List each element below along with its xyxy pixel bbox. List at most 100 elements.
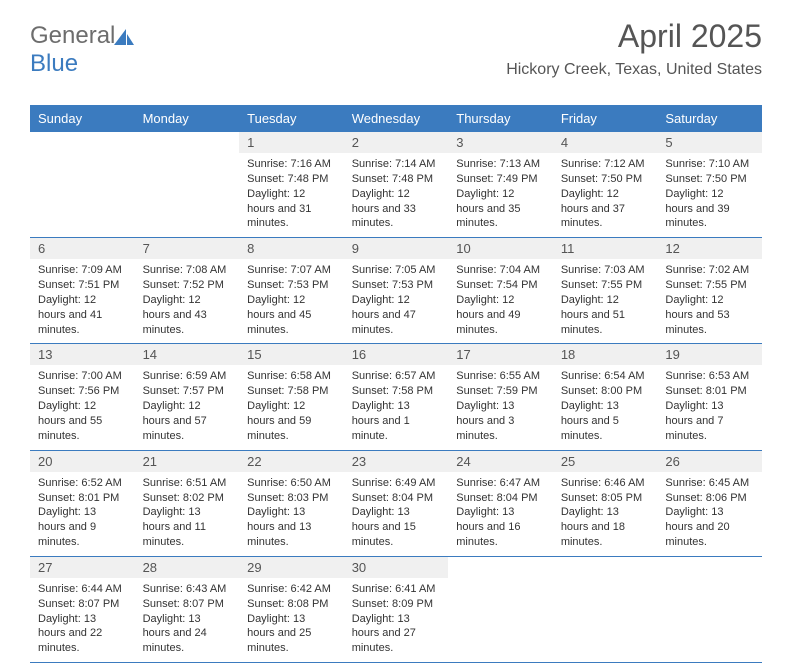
col-header: Friday bbox=[553, 105, 658, 132]
day-number: 21 bbox=[135, 451, 240, 472]
calendar-cell: 26Sunrise: 6:45 AMSunset: 8:06 PMDayligh… bbox=[657, 450, 762, 556]
calendar-cell: .. bbox=[657, 556, 762, 662]
calendar-cell: 1Sunrise: 7:16 AMSunset: 7:48 PMDaylight… bbox=[239, 132, 344, 238]
day-details: Sunrise: 6:42 AMSunset: 8:08 PMDaylight:… bbox=[239, 578, 344, 662]
day-number: 28 bbox=[135, 557, 240, 578]
calendar-cell: 25Sunrise: 6:46 AMSunset: 8:05 PMDayligh… bbox=[553, 450, 658, 556]
calendar-cell: 12Sunrise: 7:02 AMSunset: 7:55 PMDayligh… bbox=[657, 238, 762, 344]
day-number: 1 bbox=[239, 132, 344, 153]
day-number: 9 bbox=[344, 238, 449, 259]
day-details: Sunrise: 6:55 AMSunset: 7:59 PMDaylight:… bbox=[448, 365, 553, 449]
header: April 2025 Hickory Creek, Texas, United … bbox=[506, 18, 762, 79]
day-details: Sunrise: 7:03 AMSunset: 7:55 PMDaylight:… bbox=[553, 259, 658, 343]
day-number: 2 bbox=[344, 132, 449, 153]
day-details: Sunrise: 6:59 AMSunset: 7:57 PMDaylight:… bbox=[135, 365, 240, 449]
col-header: Saturday bbox=[657, 105, 762, 132]
day-number: 20 bbox=[30, 451, 135, 472]
day-details: Sunrise: 6:53 AMSunset: 8:01 PMDaylight:… bbox=[657, 365, 762, 449]
calendar-cell: 2Sunrise: 7:14 AMSunset: 7:48 PMDaylight… bbox=[344, 132, 449, 238]
col-header: Sunday bbox=[30, 105, 135, 132]
day-details: Sunrise: 6:44 AMSunset: 8:07 PMDaylight:… bbox=[30, 578, 135, 662]
calendar-cell: 6Sunrise: 7:09 AMSunset: 7:51 PMDaylight… bbox=[30, 238, 135, 344]
calendar-cell: 9Sunrise: 7:05 AMSunset: 7:53 PMDaylight… bbox=[344, 238, 449, 344]
col-header: Monday bbox=[135, 105, 240, 132]
day-details: Sunrise: 6:54 AMSunset: 8:00 PMDaylight:… bbox=[553, 365, 658, 449]
calendar-cell: 22Sunrise: 6:50 AMSunset: 8:03 PMDayligh… bbox=[239, 450, 344, 556]
day-details: Sunrise: 6:47 AMSunset: 8:04 PMDaylight:… bbox=[448, 472, 553, 556]
calendar-cell: 29Sunrise: 6:42 AMSunset: 8:08 PMDayligh… bbox=[239, 556, 344, 662]
day-details: Sunrise: 6:58 AMSunset: 7:58 PMDaylight:… bbox=[239, 365, 344, 449]
calendar-cell: 14Sunrise: 6:59 AMSunset: 7:57 PMDayligh… bbox=[135, 344, 240, 450]
calendar-cell: .. bbox=[448, 556, 553, 662]
day-number: 12 bbox=[657, 238, 762, 259]
calendar-cell: 8Sunrise: 7:07 AMSunset: 7:53 PMDaylight… bbox=[239, 238, 344, 344]
day-number: 15 bbox=[239, 344, 344, 365]
day-number: 16 bbox=[344, 344, 449, 365]
day-details: Sunrise: 7:09 AMSunset: 7:51 PMDaylight:… bbox=[30, 259, 135, 343]
day-number: 29 bbox=[239, 557, 344, 578]
day-details: Sunrise: 7:12 AMSunset: 7:50 PMDaylight:… bbox=[553, 153, 658, 237]
calendar-cell: 16Sunrise: 6:57 AMSunset: 7:58 PMDayligh… bbox=[344, 344, 449, 450]
calendar-cell: .. bbox=[553, 556, 658, 662]
day-details: Sunrise: 6:50 AMSunset: 8:03 PMDaylight:… bbox=[239, 472, 344, 556]
day-number: 17 bbox=[448, 344, 553, 365]
calendar-cell: 30Sunrise: 6:41 AMSunset: 8:09 PMDayligh… bbox=[344, 556, 449, 662]
logo-sail-icon bbox=[113, 28, 135, 46]
day-details: Sunrise: 6:57 AMSunset: 7:58 PMDaylight:… bbox=[344, 365, 449, 449]
day-number: 3 bbox=[448, 132, 553, 153]
day-number: 26 bbox=[657, 451, 762, 472]
logo-word1: General bbox=[30, 22, 115, 49]
calendar-cell: .. bbox=[30, 132, 135, 238]
logo: General Blue bbox=[30, 22, 135, 78]
day-number: 14 bbox=[135, 344, 240, 365]
day-details: Sunrise: 7:07 AMSunset: 7:53 PMDaylight:… bbox=[239, 259, 344, 343]
day-number: 7 bbox=[135, 238, 240, 259]
logo-word2: Blue bbox=[30, 50, 78, 77]
day-details: Sunrise: 7:13 AMSunset: 7:49 PMDaylight:… bbox=[448, 153, 553, 237]
calendar-cell: 24Sunrise: 6:47 AMSunset: 8:04 PMDayligh… bbox=[448, 450, 553, 556]
calendar-cell: 21Sunrise: 6:51 AMSunset: 8:02 PMDayligh… bbox=[135, 450, 240, 556]
calendar-cell: 23Sunrise: 6:49 AMSunset: 8:04 PMDayligh… bbox=[344, 450, 449, 556]
day-details: Sunrise: 6:41 AMSunset: 8:09 PMDaylight:… bbox=[344, 578, 449, 662]
calendar-cell: 3Sunrise: 7:13 AMSunset: 7:49 PMDaylight… bbox=[448, 132, 553, 238]
calendar-cell: 20Sunrise: 6:52 AMSunset: 8:01 PMDayligh… bbox=[30, 450, 135, 556]
day-details: Sunrise: 7:02 AMSunset: 7:55 PMDaylight:… bbox=[657, 259, 762, 343]
day-details: Sunrise: 6:46 AMSunset: 8:05 PMDaylight:… bbox=[553, 472, 658, 556]
day-details: Sunrise: 6:49 AMSunset: 8:04 PMDaylight:… bbox=[344, 472, 449, 556]
calendar-cell: 17Sunrise: 6:55 AMSunset: 7:59 PMDayligh… bbox=[448, 344, 553, 450]
day-number: 27 bbox=[30, 557, 135, 578]
day-details: Sunrise: 6:51 AMSunset: 8:02 PMDaylight:… bbox=[135, 472, 240, 556]
col-header: Wednesday bbox=[344, 105, 449, 132]
day-details: Sunrise: 7:00 AMSunset: 7:56 PMDaylight:… bbox=[30, 365, 135, 449]
calendar-cell: .. bbox=[135, 132, 240, 238]
calendar-cell: 5Sunrise: 7:10 AMSunset: 7:50 PMDaylight… bbox=[657, 132, 762, 238]
day-details: Sunrise: 7:10 AMSunset: 7:50 PMDaylight:… bbox=[657, 153, 762, 237]
day-details: Sunrise: 6:45 AMSunset: 8:06 PMDaylight:… bbox=[657, 472, 762, 556]
day-number: 30 bbox=[344, 557, 449, 578]
page-title: April 2025 bbox=[506, 18, 762, 55]
day-details: Sunrise: 6:43 AMSunset: 8:07 PMDaylight:… bbox=[135, 578, 240, 662]
day-number: 19 bbox=[657, 344, 762, 365]
day-number: 23 bbox=[344, 451, 449, 472]
day-number: 25 bbox=[553, 451, 658, 472]
day-number: 6 bbox=[30, 238, 135, 259]
day-details: Sunrise: 7:14 AMSunset: 7:48 PMDaylight:… bbox=[344, 153, 449, 237]
day-number: 22 bbox=[239, 451, 344, 472]
calendar-cell: 27Sunrise: 6:44 AMSunset: 8:07 PMDayligh… bbox=[30, 556, 135, 662]
calendar-cell: 15Sunrise: 6:58 AMSunset: 7:58 PMDayligh… bbox=[239, 344, 344, 450]
calendar-cell: 19Sunrise: 6:53 AMSunset: 8:01 PMDayligh… bbox=[657, 344, 762, 450]
day-number: 13 bbox=[30, 344, 135, 365]
day-details: Sunrise: 7:05 AMSunset: 7:53 PMDaylight:… bbox=[344, 259, 449, 343]
calendar-table: SundayMondayTuesdayWednesdayThursdayFrid… bbox=[30, 105, 762, 663]
day-details: Sunrise: 7:08 AMSunset: 7:52 PMDaylight:… bbox=[135, 259, 240, 343]
day-number: 10 bbox=[448, 238, 553, 259]
day-number: 11 bbox=[553, 238, 658, 259]
day-details: Sunrise: 7:04 AMSunset: 7:54 PMDaylight:… bbox=[448, 259, 553, 343]
day-details: Sunrise: 6:52 AMSunset: 8:01 PMDaylight:… bbox=[30, 472, 135, 556]
calendar-cell: 28Sunrise: 6:43 AMSunset: 8:07 PMDayligh… bbox=[135, 556, 240, 662]
calendar-cell: 13Sunrise: 7:00 AMSunset: 7:56 PMDayligh… bbox=[30, 344, 135, 450]
calendar-cell: 4Sunrise: 7:12 AMSunset: 7:50 PMDaylight… bbox=[553, 132, 658, 238]
col-header: Thursday bbox=[448, 105, 553, 132]
day-number: 18 bbox=[553, 344, 658, 365]
calendar-cell: 10Sunrise: 7:04 AMSunset: 7:54 PMDayligh… bbox=[448, 238, 553, 344]
